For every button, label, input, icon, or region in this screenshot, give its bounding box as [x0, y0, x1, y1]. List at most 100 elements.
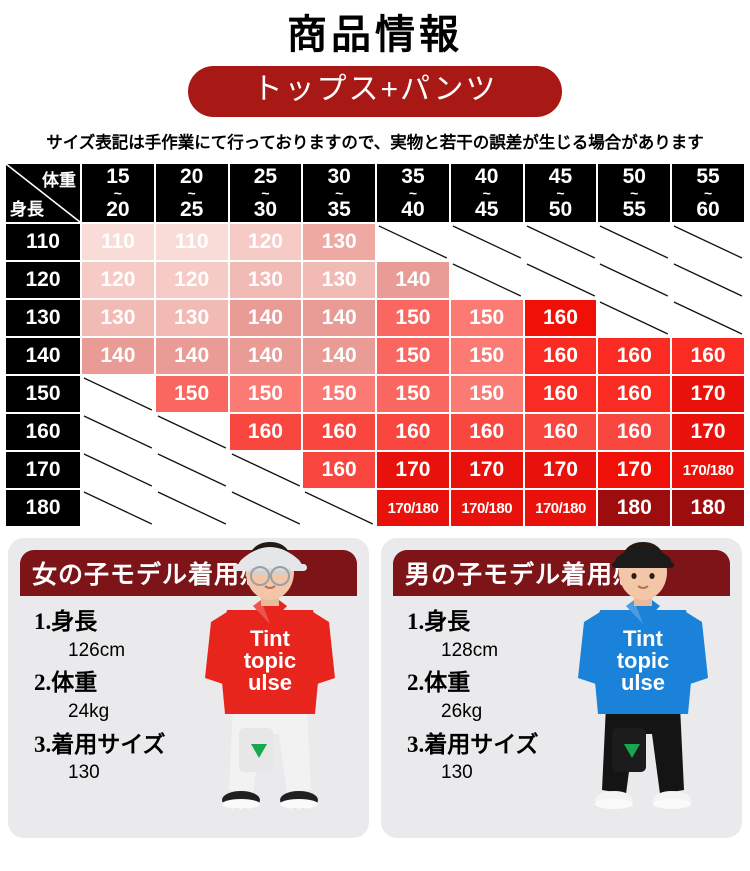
size-cell-empty	[450, 224, 523, 260]
empty-cell-slash-icon	[231, 491, 300, 525]
weight-column-header: 15 ~20	[82, 164, 154, 222]
svg-text:Tint: Tint	[623, 626, 664, 651]
height-row-header: 170	[6, 452, 80, 488]
size-cell-empty	[82, 376, 154, 412]
size-cell-empty	[672, 224, 744, 260]
size-cell: 160	[598, 338, 671, 374]
empty-cell-slash-icon	[157, 415, 226, 449]
weight-to: 40	[401, 198, 425, 222]
disclaimer-note: サイズ表記は手作業にて行っておりますので、実物と若干の誤差が生じる場合があります	[46, 133, 704, 152]
size-cell: 150	[155, 376, 228, 412]
size-cell: 170	[377, 452, 449, 488]
size-cell: 160	[524, 300, 597, 336]
size-cell: 170/180	[524, 490, 597, 526]
weight-from: 50	[622, 164, 646, 188]
empty-cell-slash-icon	[600, 225, 669, 259]
size-cell: 170/180	[450, 490, 523, 526]
size-cell: 110	[155, 224, 228, 260]
empty-cell-slash-icon	[83, 377, 153, 411]
size-cell: 170	[672, 376, 744, 412]
product-type-banner: トップス+パンツ	[188, 66, 562, 117]
table-row: 110 110 110 120 130	[6, 224, 744, 260]
empty-cell-slash-icon	[673, 301, 743, 335]
size-cell: 140	[229, 338, 302, 374]
size-cell: 150	[377, 300, 449, 336]
size-cell: 130	[155, 300, 228, 336]
size-cell: 160	[672, 338, 744, 374]
model-panel: 男の子モデル着用感 1.身長 128cm 2.体重 26kg 3.着用サイズ 130 Tint…	[381, 538, 742, 838]
height-row-header: 180	[6, 490, 80, 526]
size-cell-empty	[524, 262, 597, 298]
size-cell: 140	[303, 300, 376, 336]
size-cell: 150	[450, 300, 523, 336]
model-spec-value: 130	[441, 762, 473, 784]
size-cell: 160	[377, 414, 449, 450]
size-cell-empty	[598, 224, 671, 260]
weight-column-header: 30 ~35	[303, 164, 376, 222]
weight-column-header: 45 ~50	[524, 164, 597, 222]
weight-axis-label: 体重	[42, 171, 76, 190]
model-spec-label: 2.体重	[34, 670, 98, 696]
weight-from: 30	[327, 164, 351, 188]
height-row-header: 160	[6, 414, 80, 450]
empty-cell-slash-icon	[526, 263, 595, 297]
axis-corner-cell: 体重 身長	[6, 164, 80, 222]
size-cell-empty	[82, 452, 154, 488]
size-cell: 130	[303, 224, 376, 260]
weight-to: 45	[475, 198, 499, 222]
weight-separator: ~	[630, 184, 639, 201]
height-row-header: 150	[6, 376, 80, 412]
size-cell: 160	[229, 414, 302, 450]
svg-text:topic: topic	[617, 648, 670, 673]
model-spec-item: 1.身長 126cm	[34, 608, 166, 665]
size-cell-empty	[450, 262, 523, 298]
size-cell-empty	[229, 490, 302, 526]
size-cell-empty	[229, 452, 302, 488]
height-row-header: 110	[6, 224, 80, 260]
svg-text:ulse: ulse	[248, 670, 292, 695]
empty-cell-slash-icon	[83, 453, 153, 487]
weight-separator: ~	[482, 184, 491, 201]
size-cell: 150	[303, 376, 376, 412]
size-cell: 130	[229, 262, 302, 298]
size-cell: 120	[82, 262, 154, 298]
weight-to: 35	[327, 198, 351, 222]
size-cell: 160	[524, 338, 597, 374]
size-table-wrap: 体重 身長 15 ~20 20 ~25 25 ~30 30 ~35 35 ~40 40 ~45 45 ~5…	[0, 162, 750, 528]
model-spec-value: 24kg	[68, 701, 110, 722]
weight-from: 35	[401, 164, 425, 188]
weight-to: 30	[253, 198, 278, 222]
model-panels: 女の子モデル着用感 1.身長 126cm 2.体重 24kg 3.着用サイズ 130 Tint…	[0, 528, 750, 838]
page-title: 商品情報	[287, 12, 463, 57]
empty-cell-slash-icon	[157, 453, 226, 487]
corner-diagonal-icon	[6, 164, 80, 222]
model-spec-value: 126cm	[68, 639, 126, 661]
model-spec-label: 2.体重	[407, 670, 471, 696]
size-cell: 170/180	[672, 452, 744, 488]
size-cell: 150	[377, 376, 449, 412]
size-cell-empty	[82, 414, 154, 450]
weight-to: 25	[179, 198, 204, 222]
empty-cell-slash-icon	[378, 225, 448, 259]
weight-from: 15	[106, 164, 130, 188]
size-cell: 160	[303, 452, 376, 488]
size-cell: 170	[598, 452, 671, 488]
weight-from: 55	[696, 164, 720, 188]
size-cell-empty	[155, 452, 228, 488]
model-spec-label: 3.着用サイズ	[407, 731, 539, 757]
weight-separator: ~	[335, 184, 344, 201]
size-cell: 170	[524, 452, 597, 488]
weight-column-header: 55 ~60	[672, 164, 744, 222]
size-cell: 140	[155, 338, 228, 374]
size-cell: 160	[524, 414, 597, 450]
size-cell: 120	[229, 224, 302, 260]
table-row: 120 120 120 130 130 140	[6, 262, 744, 298]
banner-row: トップス+パンツ	[0, 66, 750, 117]
size-cell: 140	[303, 338, 376, 374]
size-cell: 150	[229, 376, 302, 412]
model-spec-item: 2.体重 24kg	[34, 669, 166, 726]
height-row-header: 130	[6, 300, 80, 336]
model-spec-list: 1.身長 128cm 2.体重 26kg 3.着用サイズ 130	[407, 608, 539, 792]
model-spec-value: 26kg	[441, 701, 483, 722]
svg-text:ulse: ulse	[621, 670, 665, 695]
